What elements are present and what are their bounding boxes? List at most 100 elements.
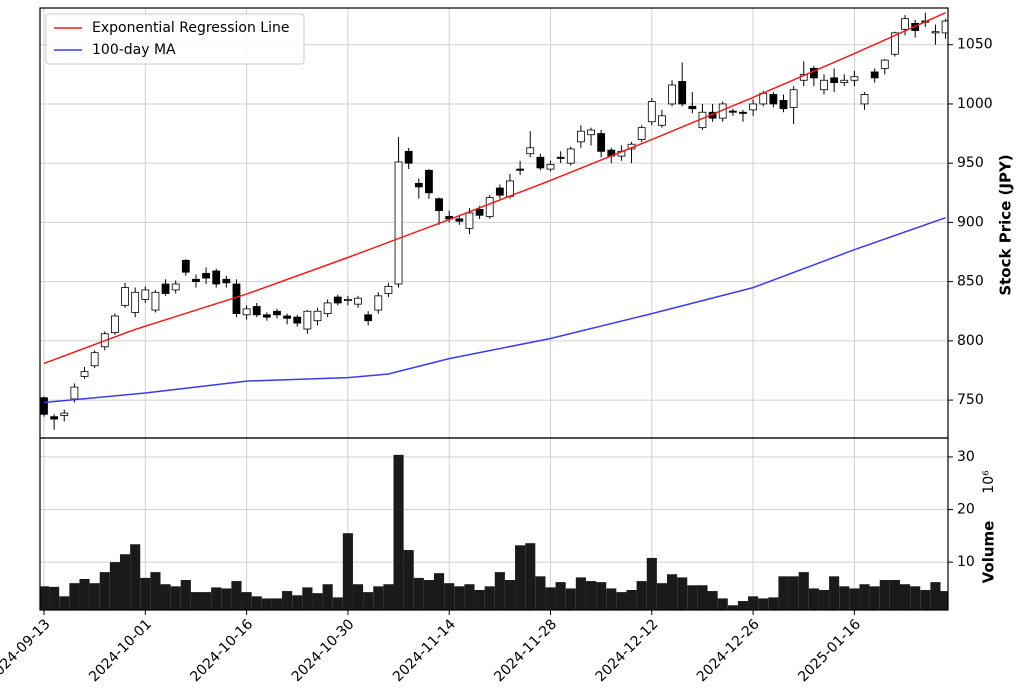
candle-body (181, 259, 190, 273)
candle-body (891, 32, 899, 55)
candle-body (404, 150, 413, 164)
bar (352, 584, 364, 610)
bar (79, 578, 90, 610)
candle-body (121, 287, 129, 306)
y-tick-label: 10 (957, 554, 975, 570)
bar (251, 596, 262, 610)
candle-body (901, 18, 909, 30)
candle-body (678, 81, 687, 105)
y-tick-label: 850 (957, 274, 984, 290)
bar (130, 544, 141, 610)
price-plot (40, 8, 948, 438)
bar (707, 591, 718, 610)
x-tick-label: 2024-11-14 (390, 616, 459, 685)
bar (596, 582, 607, 610)
bar (89, 583, 100, 610)
candle-body (556, 156, 565, 159)
bar (717, 598, 728, 610)
legend-label: 100-day MA (92, 42, 176, 58)
bar (322, 584, 333, 610)
candle-body (830, 77, 839, 84)
bar (109, 562, 120, 610)
bar (585, 581, 597, 610)
candle-body (516, 168, 525, 171)
bar (231, 581, 242, 610)
candle-body (131, 291, 140, 313)
bar (40, 586, 50, 610)
candle-body (455, 218, 464, 222)
bar (575, 577, 586, 610)
candle-body (728, 110, 737, 113)
axes-frame (39, 437, 949, 611)
bar (910, 586, 921, 610)
candle-body (688, 105, 697, 110)
candle-body (303, 310, 312, 330)
candle-body (273, 310, 281, 316)
x-tick-label: 2024-09-13 (0, 616, 54, 685)
candle-body (141, 289, 150, 300)
bar (798, 572, 809, 610)
candle-body (749, 103, 757, 111)
candle-body (840, 79, 849, 84)
bar (808, 588, 819, 610)
bar (484, 586, 495, 610)
y-tick-label: 950 (957, 155, 984, 171)
candle-body (252, 306, 261, 316)
bar (393, 454, 404, 610)
bar (626, 590, 637, 610)
candle-body (769, 94, 778, 105)
bar (282, 591, 293, 610)
candle-body (850, 76, 859, 81)
bar (444, 583, 455, 610)
candle-body (587, 129, 595, 136)
bar (920, 590, 931, 610)
y-tick-label: 900 (957, 214, 984, 230)
candle-body (435, 198, 443, 211)
bar (221, 588, 232, 610)
bar (768, 597, 779, 610)
line (43, 216, 946, 404)
bar (504, 580, 516, 610)
candle-body (333, 296, 342, 304)
bar (849, 588, 860, 610)
bar (271, 598, 283, 610)
y-tick-label: 1050 (957, 37, 993, 53)
candle-body (222, 278, 231, 284)
bar (515, 545, 526, 610)
bar (140, 577, 151, 610)
candle-body (485, 197, 494, 217)
x-tick-label: 2025-01-16 (795, 616, 864, 685)
candle-body (870, 71, 879, 79)
x-tick-label: 2024-12-26 (694, 616, 763, 685)
candle-body (394, 161, 403, 285)
bar (464, 584, 475, 610)
bar (656, 583, 667, 610)
bar (383, 584, 394, 610)
bar (241, 592, 252, 610)
bar (211, 587, 222, 610)
candle-body (597, 133, 606, 152)
candle-body (414, 182, 423, 188)
bar (454, 586, 465, 610)
bar (646, 557, 657, 610)
bar (170, 586, 181, 610)
candle-body (789, 89, 798, 108)
candle-body (192, 278, 200, 283)
x-tick-label: 2024-11-28 (491, 616, 560, 685)
bar (190, 592, 202, 610)
bar (403, 550, 414, 610)
candle-body (566, 148, 575, 164)
bar (49, 586, 60, 610)
bar (636, 581, 647, 610)
candle-body (80, 371, 89, 377)
bar (930, 582, 941, 610)
candle-body (283, 315, 292, 319)
candle-body (495, 187, 504, 196)
bar (150, 572, 161, 610)
bar (666, 574, 678, 610)
bar (778, 576, 789, 610)
candle-body (111, 315, 119, 333)
bar (555, 582, 566, 610)
x-tick-label: 2024-10-30 (289, 616, 358, 685)
